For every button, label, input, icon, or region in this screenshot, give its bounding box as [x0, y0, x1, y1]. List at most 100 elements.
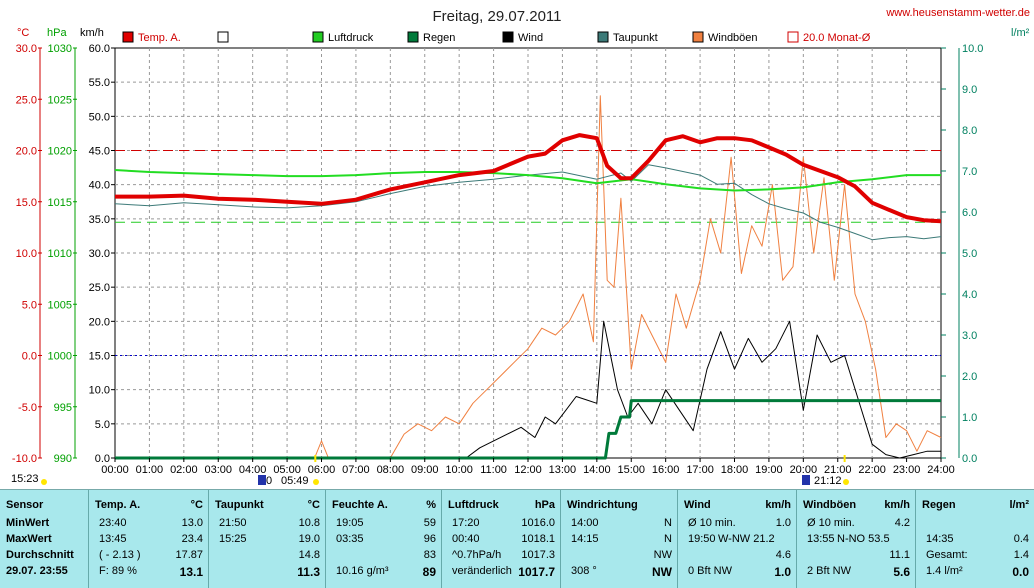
pressure_hpa-tick-label: 1010 — [48, 248, 72, 260]
wind_kmh-tick-label: 40.0 — [89, 180, 110, 192]
column-header: Windrichtung — [567, 499, 638, 511]
row-label: MinWert — [6, 517, 50, 529]
moon-icon — [258, 475, 266, 485]
temp_c-tick-label: 0.0 — [22, 351, 37, 363]
rain_lm2-tick-label: 6.0 — [962, 207, 977, 219]
wind_kmh-tick-label: 20.0 — [89, 316, 110, 328]
column-unit: km/h — [765, 499, 791, 511]
table-column: Regen l/m² 14:35 Gesamt: 1.4 l/m² 0.4 1.4 0.0 — [915, 490, 1034, 588]
cell-left: 19:05 — [336, 517, 364, 529]
cell-value: 10.8 — [298, 517, 320, 529]
chart-legend: Temp. A. Luftdruck Regen Wind Taupunkt Windbö… — [122, 31, 871, 44]
cell-left: 13:55 — [807, 533, 835, 545]
weather-chart: Freitag, 29.07.2011 www.heusenstamm-wett… — [11, 7, 1030, 487]
cell-value: 13.1 — [179, 565, 203, 579]
cell-value: 14.8 — [298, 549, 320, 561]
x-tick-label: 15:00 — [617, 464, 645, 476]
cell-value: 1016.0 — [521, 517, 555, 529]
column-header: Temp. A. — [95, 499, 141, 511]
x-tick-label: 00:00 — [101, 464, 129, 476]
cell-left: 03:35 — [336, 533, 364, 545]
cell-left: 308 ° — [571, 565, 597, 577]
x-tick-label: 10:00 — [445, 464, 473, 476]
table-column: Windrichtung 14:00 14:15 308 ° N N NW NW — [560, 490, 677, 588]
sun-markers: 15:23 0 05:49 21:12 — [11, 473, 849, 487]
column-unit: km/h — [884, 499, 910, 511]
legend-swatch — [787, 31, 799, 43]
cell-value: 13.0 — [181, 517, 203, 529]
x-tick-label: 18:00 — [721, 464, 749, 476]
pressure_hpa-tick-label: 1000 — [48, 351, 72, 363]
column-unit: °C — [307, 499, 320, 511]
rain_lm2-tick-label: 0.0 — [962, 453, 977, 465]
sunrise-sun-icon — [313, 479, 319, 485]
cell-value: 11.1 — [889, 549, 910, 561]
sunset-label: 21:12 — [814, 475, 842, 487]
cell-value: 59 — [423, 517, 436, 529]
cell-left: 14:35 — [926, 533, 954, 545]
sunrise-label: 05:49 — [281, 475, 309, 487]
x-tick-label: 11:00 — [480, 464, 507, 476]
x-tick-label: 19:00 — [755, 464, 783, 476]
x-tick-label: 20:00 — [790, 464, 818, 476]
rain_lm2-tick-label: 7.0 — [962, 166, 977, 178]
row-label: Durchschnitt — [6, 549, 74, 561]
cell-left: F: 89 % — [99, 565, 137, 577]
x-tick-label: 17:00 — [686, 464, 714, 476]
legend-label: Taupunkt — [613, 32, 658, 44]
cell-value: 1018.1 — [521, 533, 555, 545]
column-header: Regen — [922, 499, 956, 511]
sunset-sun-icon — [843, 479, 849, 485]
cell-left: ( - 2.13 ) — [99, 549, 141, 561]
wind-axis: 60.0 55.0 50.0 45.0 40.0 35.0 30.0 25.0 20.0 15.0… — [89, 43, 115, 465]
table-column: Feuchte A.% 19:05 03:35 10.16 g/m³ 59 96 83 89 — [325, 490, 441, 588]
table-column: Luftdruck hPa 17:20 00:40 ^0.7hPa/h veränderl… — [441, 490, 560, 588]
chart-title: Freitag, 29.07.2011 — [433, 8, 562, 25]
sunrise-prefix: 0 — [266, 475, 272, 487]
cell-value: 1.0 — [774, 565, 791, 579]
x-tick-label: 02:00 — [170, 464, 198, 476]
cell-left: 17:20 — [452, 517, 480, 529]
wind_kmh-tick-label: 0.0 — [95, 453, 110, 465]
legend-swatch — [122, 31, 134, 43]
temp_c-tick-label: 15.0 — [16, 197, 37, 209]
cell-left: 10.16 g/m³ — [336, 565, 389, 577]
x-tick-label: 13:00 — [549, 464, 577, 476]
moon-icon-2 — [802, 475, 810, 485]
cell-middle: N-NO 53.5 — [837, 533, 890, 545]
legend-swatch — [217, 31, 229, 43]
cell-left: veränderlich — [452, 565, 512, 577]
cell-value: 96 — [423, 533, 436, 545]
legend-swatch — [502, 31, 514, 43]
cell-value: 0.0 — [1012, 565, 1029, 579]
wind_kmh-tick-label: 5.0 — [95, 419, 110, 431]
cell-value: 83 — [423, 549, 436, 561]
cell-middle: W-NW 21.2 — [718, 533, 775, 545]
x-tick-label: 21:00 — [824, 464, 852, 476]
cell-value: 1017.3 — [521, 549, 555, 561]
rain_lm2-tick-label: 8.0 — [962, 125, 977, 137]
column-header: Windböen — [803, 499, 857, 511]
cell-left: 0 Bft NW — [688, 565, 733, 577]
cell-value: 5.6 — [893, 565, 910, 579]
legend-label: 20.0 Monat-Ø — [803, 32, 871, 44]
pressure_hpa-tick-label: 1030 — [48, 43, 72, 55]
pressure-axis-unit: hPa — [47, 27, 67, 39]
table-column: Wind km/h Ø 10 min. 19:50 0 Bft NW W-NW 21.2 1… — [677, 490, 796, 588]
rain_lm2-tick-label: 3.0 — [962, 330, 977, 342]
series-luftdruck — [114, 169, 941, 192]
x-tick-label: 22:00 — [858, 464, 886, 476]
cell-left: ^0.7hPa/h — [452, 549, 502, 561]
temp_c-tick-label: 10.0 — [16, 248, 37, 260]
cell-value: 17.87 — [175, 549, 203, 561]
series-taupunkt — [114, 164, 942, 241]
cell-left: 00:40 — [452, 533, 480, 545]
legend-label: Temp. A. — [138, 32, 181, 44]
table-column: Windböen km/h Ø 10 min. 13:55 2 Bft NW N-NO 5… — [796, 490, 915, 588]
wind_kmh-tick-label: 55.0 — [89, 77, 110, 89]
wind_kmh-tick-label: 50.0 — [89, 111, 110, 123]
temp_c-tick-label: 25.0 — [16, 94, 37, 106]
legend-label: Wind — [518, 32, 543, 44]
rain_lm2-tick-label: 4.0 — [962, 289, 977, 301]
cell-value: NW — [653, 549, 672, 561]
